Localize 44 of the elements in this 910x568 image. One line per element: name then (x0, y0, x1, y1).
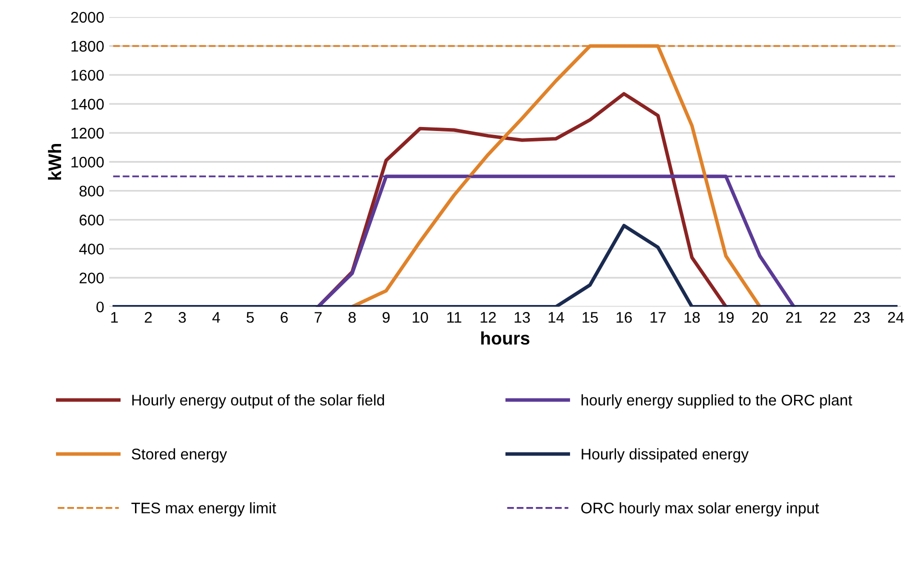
y-tick-label: 1200 (72, 128, 104, 139)
x-tick-label: 1 (111, 312, 118, 323)
x-axis-title: hours (481, 331, 530, 345)
x-tick-label: 9 (382, 312, 390, 323)
x-tick-label: 21 (786, 312, 802, 323)
legend-label: ORC hourly max solar energy input (581, 502, 820, 516)
y-tick-label: 600 (80, 214, 104, 226)
y-tick-label: 800 (80, 186, 104, 197)
x-tick-label: 18 (684, 312, 700, 323)
legend-label: Hourly energy output of the solar field (132, 394, 384, 409)
x-tick-label: 14 (548, 312, 564, 323)
y-tick-label: 2000 (71, 12, 104, 23)
x-tick-label: 19 (718, 312, 734, 323)
y-tick-label: 1400 (72, 98, 104, 110)
legend-label: Hourly dissipated energy (582, 448, 749, 463)
x-tick-label: 24 (888, 312, 904, 323)
x-tick-label: 6 (280, 312, 288, 323)
x-tick-label: 13 (514, 312, 530, 323)
y-tick-label: 1800 (72, 40, 104, 52)
x-tick-label: 4 (212, 312, 220, 323)
y-axis-title: kWh (48, 144, 62, 180)
x-tick-label: 17 (650, 312, 666, 323)
x-tick-label: 5 (246, 312, 254, 323)
line-series (112, 224, 898, 307)
y-tick-label: 0 (96, 302, 104, 312)
legend-label: TES max energy limit (131, 502, 276, 516)
x-tick-label: 2 (144, 312, 152, 323)
x-tick-label: 11 (447, 312, 462, 323)
x-tick-label: 22 (820, 312, 836, 323)
y-tick-label: 1600 (72, 70, 104, 81)
x-tick-label: 8 (348, 312, 356, 323)
y-tick-label: 400 (79, 244, 104, 254)
y-tick-label: 200 (80, 272, 104, 284)
x-tick-label: 3 (178, 312, 186, 323)
y-tick-label: 1000 (72, 156, 104, 168)
x-tick-label: 10 (412, 312, 428, 323)
legend-label: Stored energy (132, 448, 228, 463)
x-tick-label: 7 (314, 312, 322, 323)
x-tick-label: 23 (854, 312, 870, 323)
x-tick-label: 12 (480, 312, 496, 323)
x-tick-label: 16 (616, 312, 632, 323)
legend-label: hourly energy supplied to the ORC plant (582, 394, 852, 409)
x-tick-label: 20 (752, 312, 768, 323)
x-tick-label: 15 (582, 312, 598, 323)
